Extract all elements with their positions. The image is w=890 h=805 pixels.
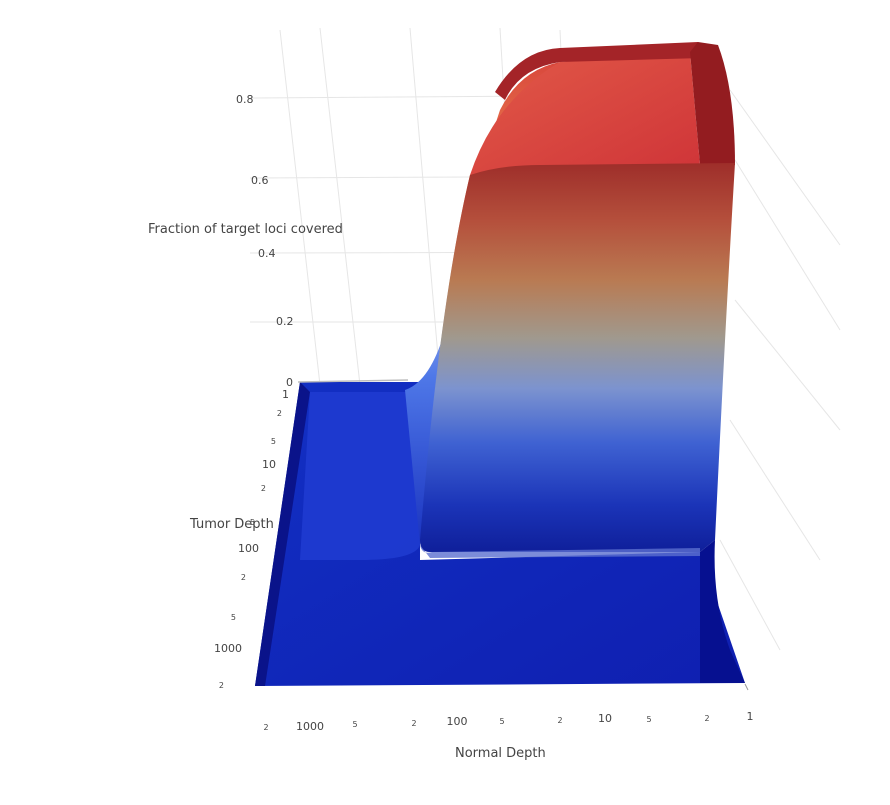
z-tick-label: 0.6: [251, 174, 269, 187]
tumor-depth-tick-label: 5: [231, 613, 236, 622]
normal-depth-tick-label: 2: [411, 719, 416, 728]
z-tick-label: 0.8: [236, 93, 254, 106]
gridline: [734, 299, 841, 431]
tumor-depth-axis-title: Tumor Depth: [189, 517, 274, 532]
z-axis-baseline: [297, 379, 409, 383]
gridline: [319, 27, 361, 386]
gridline: [719, 539, 781, 651]
z-tick-label: 0: [286, 376, 293, 389]
tumor-depth-tick-label: 10: [262, 458, 276, 471]
tumor-depth-tick-label: 1: [282, 388, 289, 401]
normal-depth-tick-label: 1000: [296, 720, 324, 733]
z-tick-label: 0.4: [258, 247, 276, 260]
surface-plateau: [470, 52, 700, 175]
z-axis-title: Fraction of target loci covered: [148, 222, 343, 237]
z-tick-label: 0.2: [276, 315, 294, 328]
gridline: [409, 27, 441, 381]
normal-depth-tick-label: 1: [747, 710, 754, 723]
tumor-depth-tick-label: 2: [241, 573, 246, 582]
normal-depth-tick-label: 2: [263, 723, 268, 732]
gridline: [734, 159, 841, 331]
tumor-depth-tick-label: 5: [250, 518, 255, 527]
normal-depth-tick-label: 10: [598, 712, 612, 725]
surface: [255, 42, 749, 691]
tumor-depth-tick-label: 100: [238, 542, 259, 555]
normal-depth-tick-label: 2: [704, 714, 709, 723]
tumor-depth-tick-label: 1000: [214, 642, 242, 655]
normal-depth-tick-label: 2: [557, 716, 562, 725]
tumor-depth-tick-label: 5: [271, 437, 276, 446]
surface-front-wall: [420, 163, 735, 552]
surface-left-shelf: [300, 330, 445, 560]
gridline: [729, 89, 841, 246]
z-axis-ticks: 0 0.2 0.4 0.6 0.8: [236, 93, 294, 389]
surface-right-back: [690, 42, 735, 165]
surface-right-edge: [700, 540, 745, 683]
normal-depth-tick-label: 100: [447, 715, 468, 728]
gridline: [279, 29, 321, 386]
surface-back-edge: [495, 42, 702, 100]
normal-depth-tick-label: 5: [646, 715, 651, 724]
normal-depth-tick-label: 5: [352, 720, 357, 729]
tumor-depth-tick-label: 2: [277, 409, 282, 418]
tumor-depth-tick-label: 2: [261, 484, 266, 493]
x-axis-end: [744, 683, 749, 691]
normal-depth-axis-title: Normal Depth: [455, 746, 546, 761]
surface-left-edge: [255, 382, 310, 686]
surface-inner-lip: [420, 545, 700, 558]
tumor-depth-tick-label: 2: [219, 681, 224, 690]
gridline: [729, 419, 821, 561]
normal-depth-tick-label: 5: [499, 717, 504, 726]
surface-rising-wall: [405, 62, 560, 545]
normal-depth-axis-ticks: 2 1000 5 2 100 5 2 10 5 2 1: [263, 710, 753, 733]
